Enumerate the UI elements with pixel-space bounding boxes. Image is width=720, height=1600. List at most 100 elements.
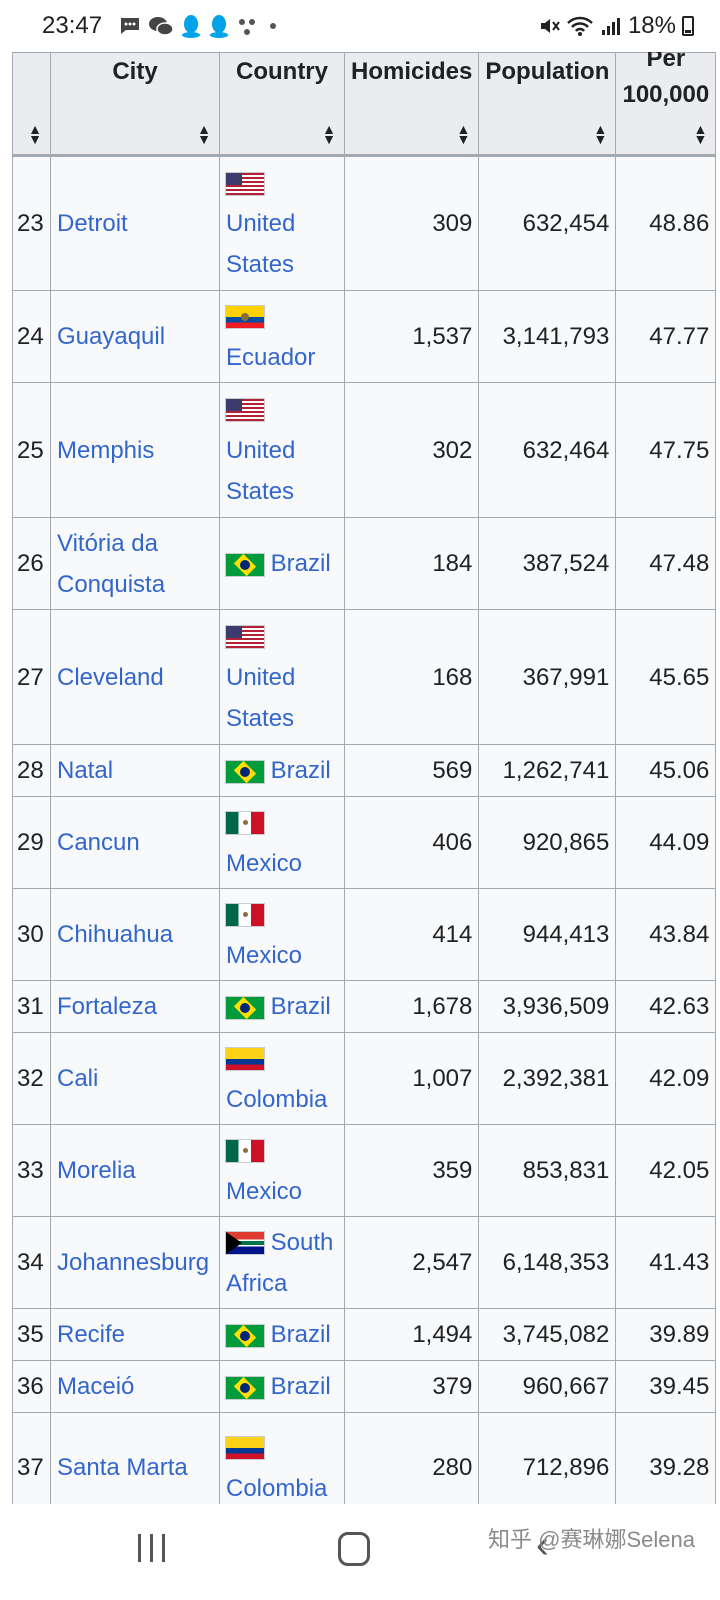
homicides-cell: 1,537 — [343, 290, 480, 383]
country-cell: Brazil — [219, 517, 345, 610]
city-cell: Cleveland — [50, 609, 220, 745]
city-cell: Vitória da Conquista — [50, 517, 220, 610]
country-link[interactable]: Brazil — [270, 550, 331, 577]
flag-br-icon[interactable] — [226, 553, 264, 576]
country-link[interactable]: United States — [226, 663, 296, 732]
population-cell: 853,831 — [478, 1124, 617, 1217]
population-cell: 6,148,353 — [478, 1216, 617, 1309]
column-header-city[interactable]: City ▲ ▼ — [50, 52, 220, 156]
country-cell: Mexico — [219, 888, 345, 981]
city-link[interactable]: Natal — [57, 757, 114, 784]
country-link[interactable]: United States — [226, 210, 296, 278]
column-header-country[interactable]: Country ▲ ▼ — [219, 52, 345, 156]
rate-cell: 39.28 — [615, 1412, 717, 1504]
table-row: 36 Maceió Brazil 379 960,667 39.45 — [12, 1360, 717, 1413]
rate-cell: 42.09 — [615, 1032, 717, 1125]
sort-icon[interactable]: ▲ ▼ — [322, 121, 336, 147]
city-link[interactable]: Detroit — [57, 210, 128, 237]
homicides-cell: 1,007 — [343, 1032, 480, 1125]
back-button[interactable]: ‹ — [536, 1524, 549, 1566]
rank-cell: 31 — [12, 980, 51, 1033]
city-link[interactable]: Chihuahua — [57, 921, 174, 948]
city-link[interactable]: Maceió — [57, 1373, 135, 1400]
flag-br-icon[interactable] — [226, 1376, 264, 1399]
table-row: 28 Natal Brazil 569 1,262,741 45.06 — [12, 744, 717, 797]
flag-br-icon[interactable] — [226, 760, 264, 783]
flag-mx-icon[interactable] — [226, 904, 264, 927]
country-cell: Colombia — [219, 1032, 345, 1125]
city-link[interactable]: Recife — [57, 1321, 126, 1348]
chat-bubble-icon — [121, 18, 139, 34]
column-header-population[interactable]: Population ▲ ▼ — [478, 52, 617, 156]
flag-br-icon[interactable] — [226, 996, 264, 1019]
homicide-table: ▲ ▼ City ▲ ▼ Country ▲ ▼ Homicides ▲ ▼ Popul… — [12, 52, 717, 1504]
flag-us-icon[interactable] — [226, 626, 264, 649]
population-cell: 944,413 — [478, 888, 617, 981]
table-row: 37 Santa Marta Colombia 280 712,896 39.28 — [12, 1412, 717, 1504]
city-cell: Recife — [50, 1308, 220, 1361]
flag-mx-icon[interactable] — [226, 812, 264, 835]
city-link[interactable]: Fortaleza — [57, 993, 158, 1020]
country-link[interactable]: Mexico — [226, 1177, 303, 1205]
homicides-cell: 280 — [343, 1412, 480, 1504]
country-link[interactable]: Brazil — [270, 757, 331, 784]
population-cell: 3,936,509 — [478, 980, 617, 1033]
flag-ec-icon[interactable] — [226, 306, 264, 329]
qq-icon — [182, 15, 200, 38]
population-cell: 3,745,082 — [478, 1308, 617, 1361]
sort-icon[interactable]: ▲ ▼ — [693, 121, 708, 147]
city-link[interactable]: Cali — [57, 1065, 99, 1092]
rank-cell: 25 — [12, 382, 51, 518]
table-row: 33 Morelia Mexico 359 853,831 42.05 — [12, 1124, 717, 1217]
city-link[interactable]: Cleveland — [57, 663, 164, 691]
column-header-homicides[interactable]: Homicides ▲ ▼ — [343, 52, 480, 156]
country-link[interactable]: Brazil — [270, 993, 331, 1020]
rate-cell: 48.86 — [615, 155, 717, 291]
rate-cell: 42.05 — [615, 1124, 717, 1217]
recent-apps-button[interactable] — [138, 1534, 165, 1562]
population-cell: 712,896 — [478, 1412, 617, 1504]
city-link[interactable]: Memphis — [57, 436, 155, 464]
table-row: 35 Recife Brazil 1,494 3,745,082 39.89 — [12, 1308, 717, 1361]
country-link[interactable]: Brazil — [270, 1373, 331, 1400]
rank-cell: 33 — [12, 1124, 51, 1217]
city-link[interactable]: Guayaquil — [57, 323, 166, 350]
mute-icon — [540, 19, 560, 33]
table-viewport[interactable]: ▲ ▼ City ▲ ▼ Country ▲ ▼ Homicides ▲ ▼ Popul… — [0, 52, 720, 1504]
city-link[interactable]: Cancun — [57, 829, 140, 856]
column-header-per-100000[interactable]: Per 100,000 ▲ ▼ — [615, 52, 717, 156]
homicides-cell: 2,547 — [343, 1216, 480, 1309]
city-link[interactable]: Morelia — [57, 1157, 136, 1184]
rate-cell: 42.63 — [615, 980, 717, 1033]
sort-icon[interactable]: ▲ ▼ — [593, 121, 608, 147]
table-row: 25 Memphis United States 302 632,464 47.75 — [12, 382, 717, 518]
country-cell: Colombia — [219, 1412, 345, 1504]
sort-icon[interactable]: ▲ ▼ — [28, 121, 42, 147]
home-button[interactable] — [338, 1532, 370, 1566]
country-link[interactable]: Colombia — [226, 1085, 328, 1113]
flag-br-icon[interactable] — [226, 1324, 264, 1347]
flag-co-icon[interactable] — [226, 1048, 264, 1071]
city-link[interactable]: Vitória da Conquista — [57, 529, 166, 598]
population-cell: 1,262,741 — [478, 744, 617, 797]
city-link[interactable]: Johannesburg — [57, 1249, 210, 1276]
flag-za-icon[interactable] — [226, 1232, 264, 1255]
country-link[interactable]: Mexico — [226, 849, 303, 877]
country-link[interactable]: United States — [226, 436, 296, 505]
column-header-rank[interactable]: ▲ ▼ — [12, 52, 51, 156]
country-cell: United States — [219, 155, 345, 291]
country-link[interactable]: Mexico — [226, 941, 303, 969]
sort-icon[interactable]: ▲ ▼ — [197, 121, 211, 147]
city-cell: Santa Marta — [50, 1412, 220, 1504]
flag-mx-icon[interactable] — [226, 1140, 264, 1163]
country-link[interactable]: Colombia — [226, 1474, 328, 1502]
country-link[interactable]: Brazil — [270, 1321, 331, 1348]
city-link[interactable]: Santa Marta — [57, 1454, 188, 1481]
city-cell: Chihuahua — [50, 888, 220, 981]
sort-icon[interactable]: ▲ ▼ — [456, 121, 471, 147]
country-link[interactable]: Ecuador — [226, 343, 316, 371]
flag-co-icon[interactable] — [226, 1437, 264, 1460]
flag-us-icon[interactable] — [226, 399, 264, 422]
flag-us-icon[interactable] — [226, 172, 264, 195]
country-link[interactable]: South Africa — [226, 1228, 334, 1297]
